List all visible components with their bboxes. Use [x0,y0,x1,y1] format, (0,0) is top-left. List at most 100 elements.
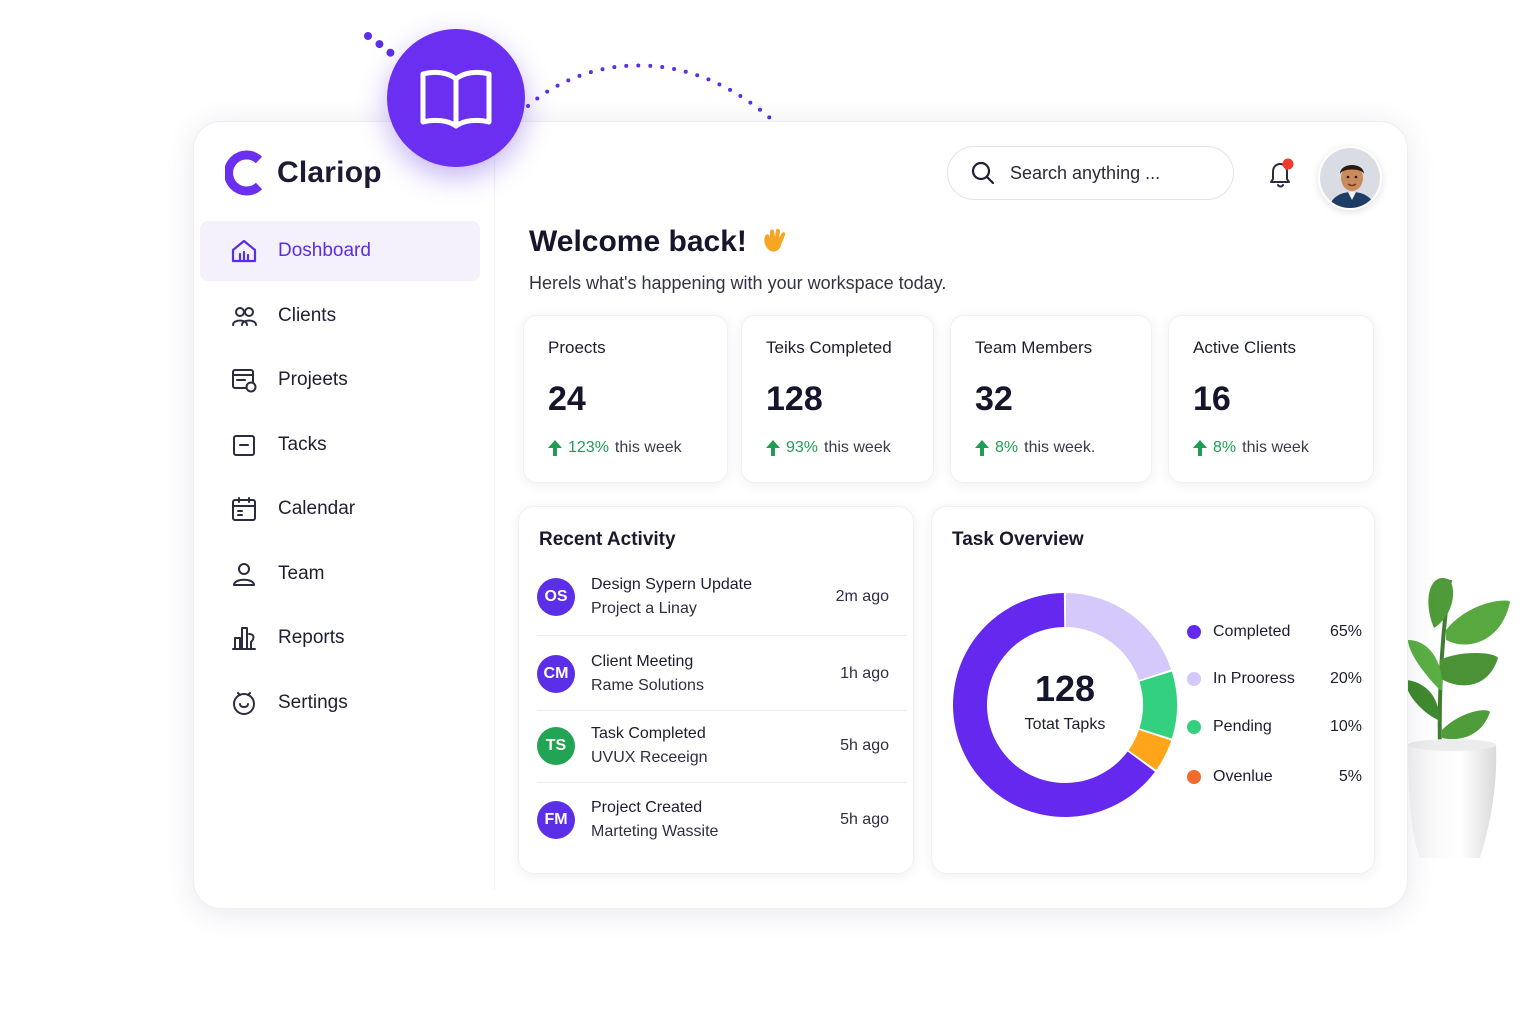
recent-activity-panel: Recent Activity OS Design Sypern Update … [518,506,914,874]
activity-subtitle: Project a Linay [591,600,697,617]
projects-icon [230,366,258,394]
legend-value: 20% [1329,670,1362,687]
activity-time: 5h ago [840,811,889,828]
activity-item[interactable]: OS Design Sypern Update Project a Linay … [537,561,907,633]
welcome-heading: Welcome back! [529,225,789,259]
activity-subtitle: Rame Solutions [591,677,704,694]
trend-suffix: this week [614,439,682,456]
row-divider [537,710,907,711]
activity-time: 5h ago [840,737,889,754]
task-donut-chart: 128 Totat Tapks [953,593,1177,817]
reports-icon [230,624,258,652]
person-icon [230,560,258,588]
activity-subtitle: Marteting Wassite [591,823,719,840]
stat-card-tasks-completed: Teiks Completed 128 93% this week [741,315,934,483]
brand-name: Clariop [277,156,382,189]
page-title: Welcome back! [529,225,747,258]
legend-item-completed: Completed 65% [1187,623,1362,641]
stat-value: 24 [548,380,586,418]
stat-trend: 93% this week [766,439,909,457]
users-icon [230,302,258,330]
legend-label: Pending [1213,718,1272,735]
activity-avatar: FM [537,801,575,839]
activity-title: Client Meeting [591,653,694,670]
donut-slice-in-progress [1065,593,1172,681]
donut-slice-pending [1139,671,1177,739]
arrow-up-icon [975,440,989,456]
activity-title: Task Completed [591,725,706,742]
sidebar-item-settings[interactable]: Sertings [200,673,480,733]
legend-dot [1187,720,1201,734]
activity-time: 1h ago [840,665,889,682]
legend-value: 10% [1329,718,1362,735]
stat-trend: 8% this week [1193,439,1349,457]
activity-title: Design Sypern Update [591,576,752,593]
stat-value: 32 [975,380,1013,418]
activity-title: Project Created [591,799,703,816]
sidebar-item-clients[interactable]: Clients [200,286,480,346]
activity-time: 2m ago [835,588,889,605]
legend-dot [1187,770,1201,784]
legend-dot [1187,672,1201,686]
donut-slice-overdue [1128,729,1172,770]
sidebar-item-label: Doshboard [278,240,371,261]
notification-bell-icon[interactable] [1264,157,1298,191]
activity-avatar: OS [537,578,575,616]
welcome-subtitle: Herels what's happening with your worksp… [529,273,947,293]
plant-decoration [1405,578,1510,858]
home-icon [230,237,258,265]
sidebar-item-label: Tacks [278,433,327,455]
stat-card-team-members: Team Members 32 8% this week. [950,315,1152,483]
sidebar-item-label: Projeets [278,369,348,390]
donut-total: 128 [1035,668,1095,709]
legend-dot [1187,625,1201,639]
search-icon [971,161,995,185]
sidebar-item-reports[interactable]: Reports [200,608,480,668]
book-icon [387,29,525,167]
legend-value: 65% [1329,623,1362,640]
stat-trend: 123% this week [548,439,703,457]
sidebar-item-projects[interactable]: Projeets [200,350,480,410]
sidebar-item-team[interactable]: Team [200,544,480,604]
search-bar[interactable] [947,146,1234,200]
sidebar-item-label: Sertings [278,691,348,713]
avatar[interactable] [1318,146,1382,210]
sidebar-divider [494,150,495,890]
brand: Clariop [225,150,382,196]
sidebar-item-dashboard[interactable]: Doshboard [200,221,480,281]
settings-icon [230,689,258,717]
stat-trend: 8% this week. [975,439,1127,457]
legend-value: 5% [1338,768,1362,785]
trend-percent: 123% [568,439,609,456]
trend-suffix: this week [824,439,891,456]
trend-suffix: this week. [1024,439,1096,456]
legend-item-in-progress: In Prooress 20% [1187,670,1362,688]
sidebar-item-label: Calendar [278,498,356,519]
legend-label: Ovenlue [1213,768,1273,785]
panel-title: Recent Activity [539,529,676,550]
donut-total-label: Totat Tapks [1025,716,1106,733]
sidebar-item-calendar[interactable]: Calendar [200,479,480,539]
trend-percent: 8% [1213,439,1237,456]
activity-item[interactable]: TS Task Completed UVUX Receeign 5h ago [537,710,907,782]
stat-label: Teiks Completed [766,338,892,357]
activity-avatar: CM [537,655,575,693]
sidebar-item-label: Clients [278,304,337,326]
activity-item[interactable]: FM Project Created Marteting Wassite 5h … [537,784,907,856]
stat-value: 16 [1193,380,1231,418]
trend-percent: 8% [995,439,1019,456]
search-input[interactable] [1010,162,1210,184]
activity-item[interactable]: CM Client Meeting Rame Solutions 1h ago [537,638,907,710]
stat-label: Team Members [975,338,1093,357]
legend-item-pending: Pending 10% [1187,718,1362,736]
arrow-up-icon [766,440,780,456]
sidebar-nav: Doshboard Clients Projeets [200,221,480,737]
stat-value: 128 [766,380,823,418]
arrow-up-icon [548,440,562,456]
stat-card-projects: Proects 24 123% this week [523,315,728,483]
arrow-up-icon [1193,440,1207,456]
row-divider [537,635,907,636]
sidebar-item-tasks[interactable]: Tacks [200,415,480,475]
trend-percent: 93% [786,439,819,456]
